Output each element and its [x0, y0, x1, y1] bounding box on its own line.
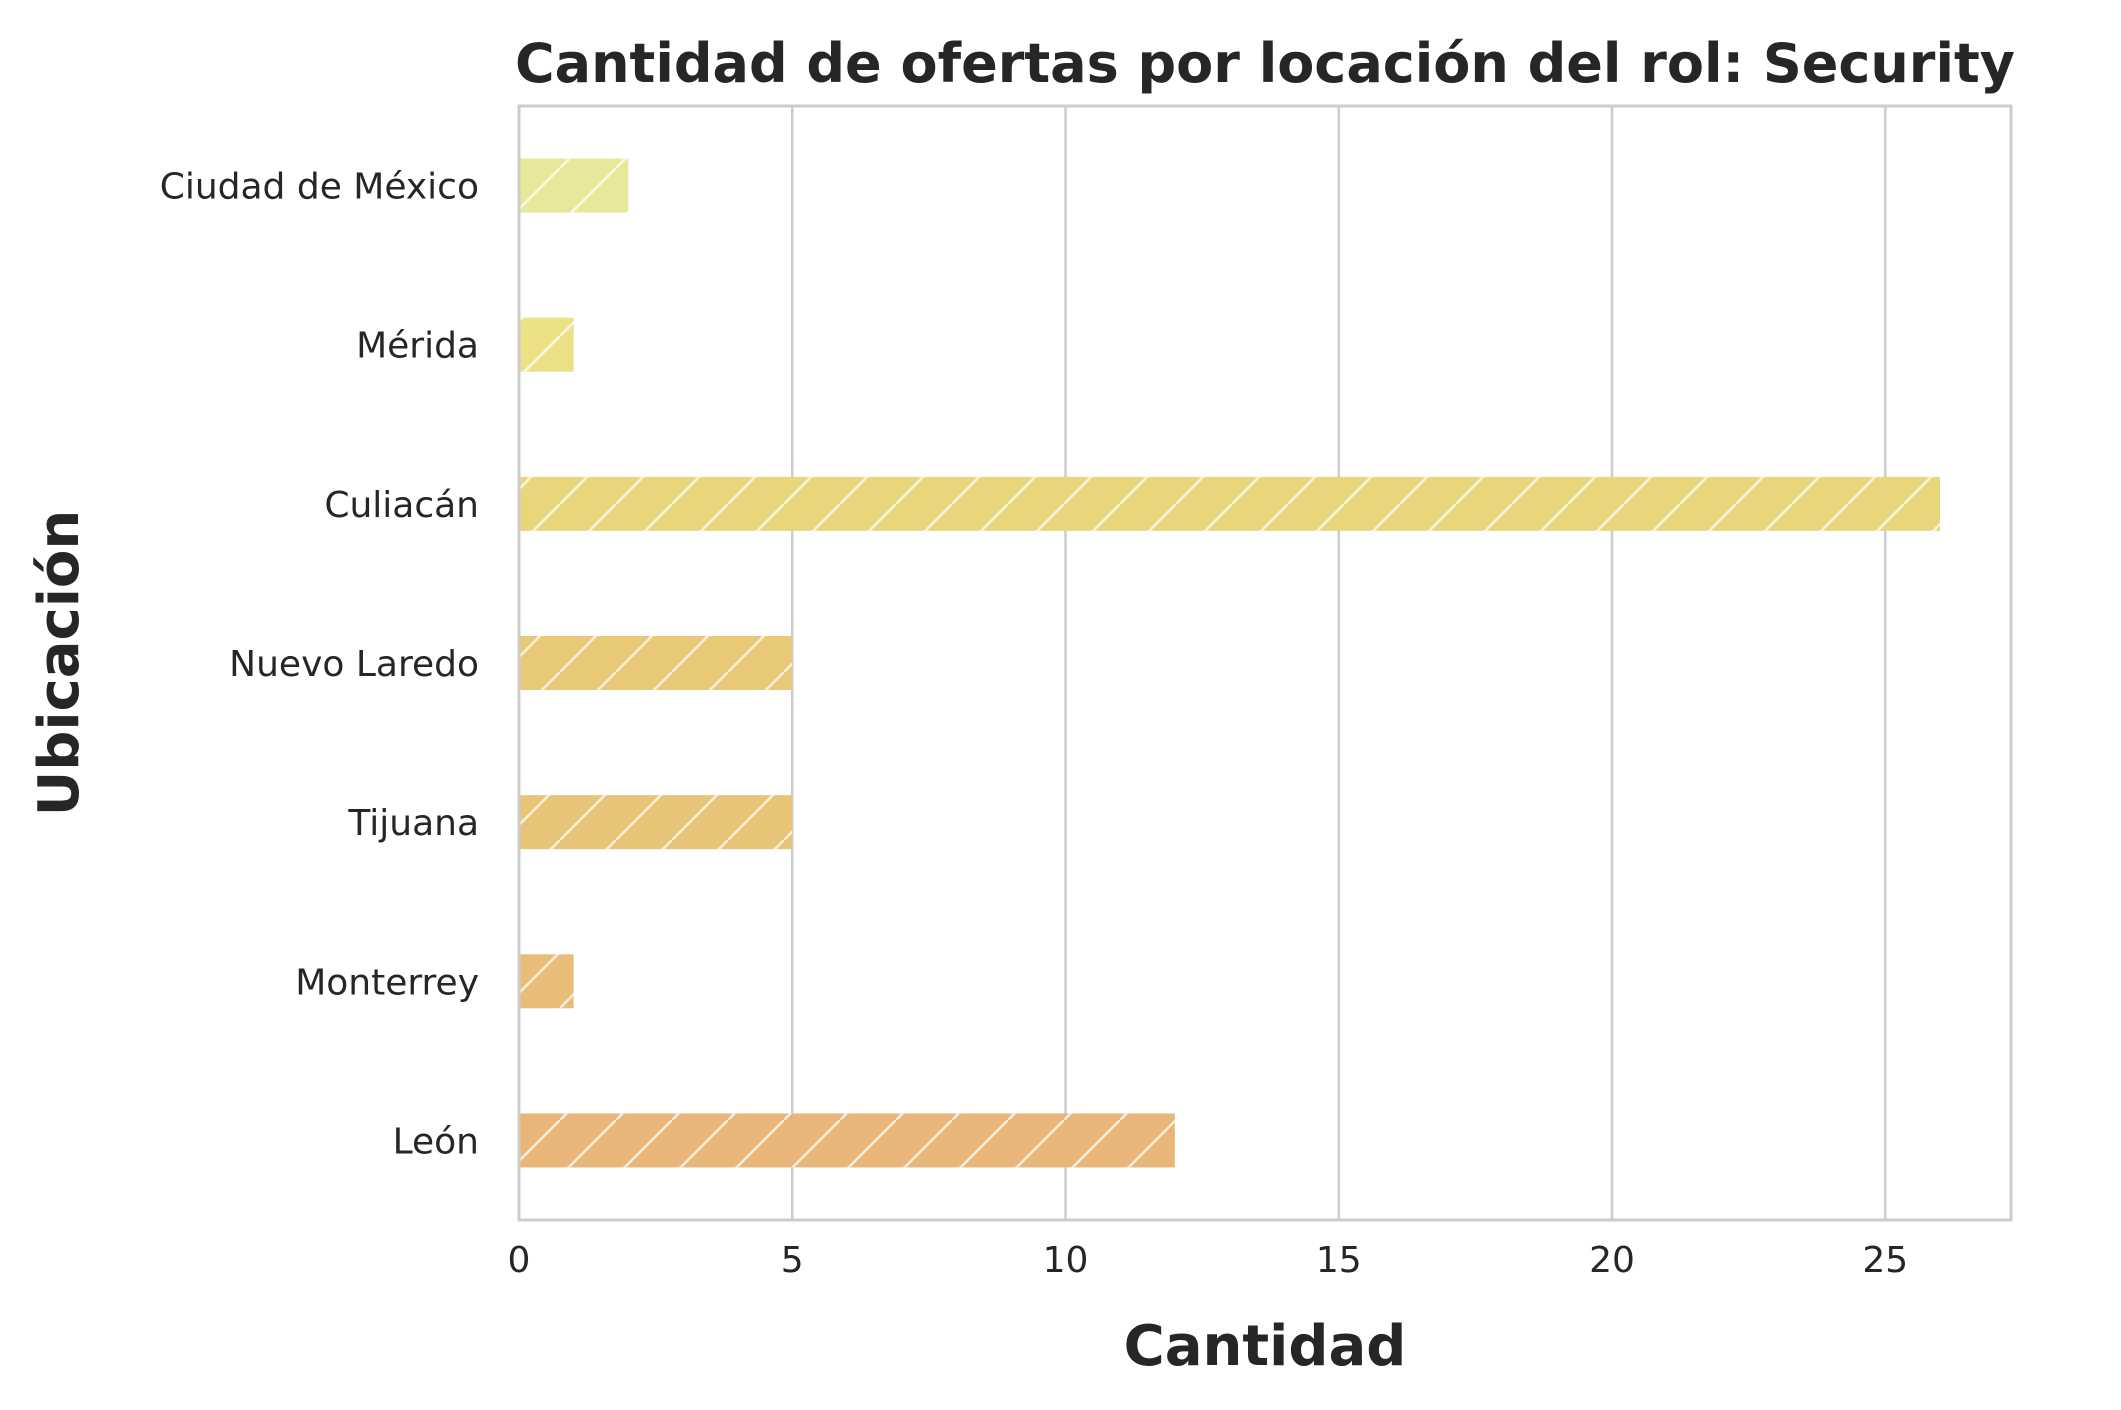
y-tick-label: Nuevo Laredo — [229, 644, 479, 685]
bar — [519, 158, 629, 213]
bar-hatch — [519, 476, 1940, 531]
x-tick-label: 0 — [508, 1240, 531, 1281]
bar-hatch — [519, 636, 793, 690]
bar — [519, 954, 574, 1009]
plot-frame — [517, 104, 2013, 1222]
x-tick-label: 15 — [1316, 1240, 1362, 1281]
y-tick-label: Mérida — [356, 326, 479, 367]
bar-hatch — [519, 317, 574, 372]
x-tick-labels: 0 5 10 15 20 25 — [508, 1240, 1909, 1281]
x-tick-label: 20 — [1589, 1240, 1635, 1281]
bar-hatch — [519, 1113, 1175, 1168]
x-axis-label: Cantidad — [1124, 1314, 1407, 1379]
y-axis-label: Ubicación — [27, 510, 92, 816]
bar — [519, 1113, 1175, 1168]
x-tick-label: 10 — [1043, 1240, 1089, 1281]
bar — [519, 795, 793, 850]
bar — [519, 317, 574, 372]
bar-hatch — [519, 954, 574, 1009]
x-tick-label: 5 — [781, 1240, 804, 1281]
y-tick-labels: Ciudad de México Mérida Culiacán Nuevo Lare… — [160, 167, 479, 1163]
y-tick-label: Monterrey — [295, 962, 479, 1003]
bar — [519, 476, 1940, 531]
bar-hatch — [519, 795, 793, 850]
y-tick-label: Ciudad de México — [160, 167, 479, 208]
chart-title: Cantidad de ofertas por locación del rol… — [515, 32, 2015, 95]
bar — [519, 636, 793, 690]
bar-hatch — [519, 158, 629, 213]
y-tick-label: León — [393, 1121, 479, 1162]
y-tick-label: Tijuana — [347, 803, 479, 844]
bars — [519, 158, 1940, 1168]
y-tick-label: Culiacán — [324, 485, 479, 526]
x-tick-label: 25 — [1862, 1240, 1908, 1281]
